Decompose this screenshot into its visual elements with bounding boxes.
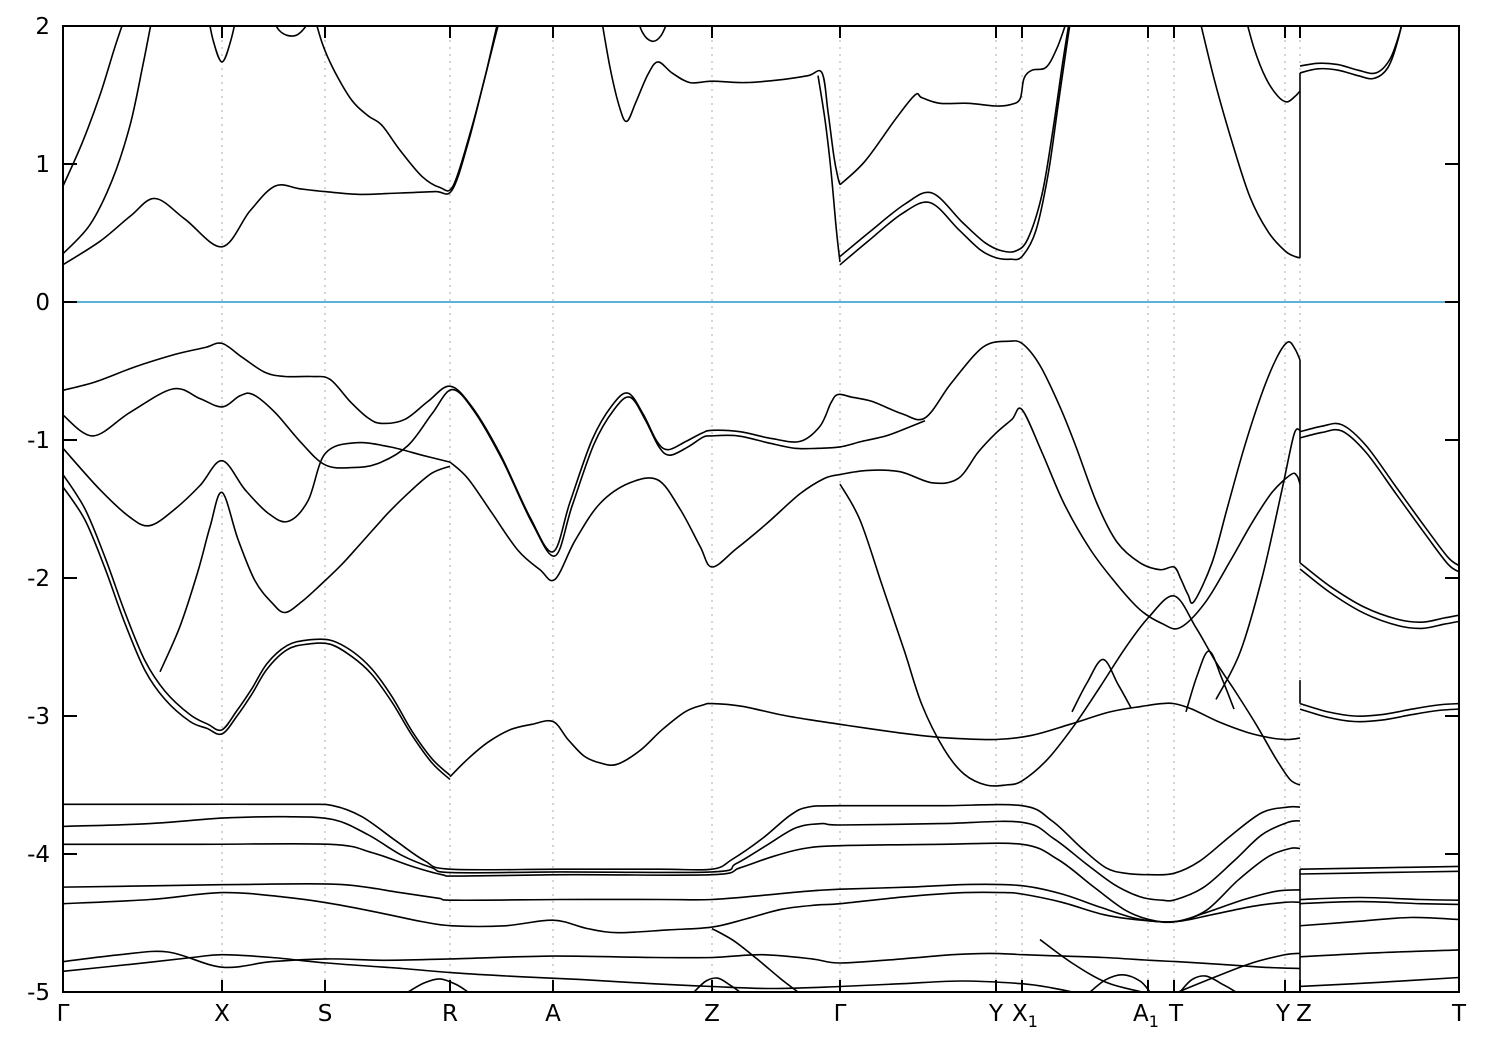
band-curve (1299, 422, 1459, 567)
k-point-label: Y (1275, 1001, 1291, 1027)
band-curve (1177, 952, 1301, 992)
band-curve (839, 483, 1301, 787)
k-point-label: S (318, 1001, 333, 1027)
band-curve (63, 387, 926, 557)
band-curve (1299, 976, 1459, 988)
band-curve (1299, 708, 1459, 723)
band-curve (63, 950, 1301, 970)
band-curve (1299, 562, 1459, 624)
band-curve (1039, 938, 1143, 992)
band-curve (1299, 702, 1459, 717)
k-point-label: X (214, 1001, 230, 1027)
band-curve (275, 26, 308, 37)
y-axis-label: -2 (27, 566, 50, 592)
band-curve (601, 26, 841, 185)
band-curve (1215, 428, 1301, 700)
band-curve (449, 702, 1301, 778)
band-curve (407, 978, 469, 992)
band-curve (1179, 975, 1237, 992)
band-curve (1299, 26, 1403, 80)
band-curve (1299, 428, 1459, 573)
y-axis-label: -3 (27, 704, 50, 730)
k-point-label: Z (704, 1001, 720, 1027)
band-curve (316, 26, 498, 192)
band-curve (63, 26, 123, 187)
band-curve (63, 340, 1301, 604)
band-curve (63, 803, 1301, 876)
k-point-label: T (1451, 1001, 1467, 1027)
band-curve (1299, 568, 1459, 630)
k-point-label: A1 (1133, 1001, 1159, 1031)
k-point-label: Γ (834, 1001, 847, 1027)
plot-frame (62, 25, 1460, 993)
band-curve (63, 891, 1301, 934)
band-curve (63, 842, 1301, 924)
y-axis-label: 1 (35, 152, 50, 178)
band-curve (63, 26, 152, 255)
band-curve (1299, 865, 1459, 870)
band-curve (449, 407, 1301, 630)
band-curve (1299, 916, 1459, 927)
band-curve (839, 26, 1070, 258)
band-curve (1089, 973, 1151, 992)
band-curve (1071, 658, 1132, 713)
band-curve (711, 927, 799, 992)
k-point-label: X1 (1012, 1001, 1038, 1031)
y-axis-label: 2 (35, 14, 50, 40)
band-curve (1299, 870, 1459, 875)
band-curve (839, 26, 1071, 266)
band-curve (63, 26, 499, 266)
k-point-label: Γ (57, 1001, 70, 1027)
k-point-label: R (442, 1001, 458, 1027)
band-curve (159, 465, 451, 673)
k-point-label: T (1168, 1001, 1184, 1027)
y-axis-label: 0 (35, 290, 50, 316)
y-axis-label: -5 (27, 980, 50, 1006)
band-curve (1200, 26, 1301, 259)
band-curve (1185, 650, 1235, 713)
band-curve (817, 75, 841, 263)
band-curve (839, 26, 1066, 186)
k-point-label: Y (988, 1001, 1004, 1027)
y-axis-label: -4 (27, 842, 50, 868)
k-point-label: A (545, 1001, 561, 1027)
band-curve (63, 815, 1301, 902)
k-point-label: Z (1296, 1001, 1312, 1027)
y-axis-label: -1 (27, 428, 50, 454)
band-curve (1299, 900, 1459, 906)
band-curve (1246, 26, 1301, 103)
band-curve (63, 953, 1073, 992)
band-curve (693, 977, 741, 992)
band-curves (63, 26, 1459, 992)
band-curve (63, 474, 451, 776)
band-curve (63, 441, 451, 527)
band-curve (638, 26, 667, 43)
band-curve (1299, 896, 1459, 901)
band-curve (1299, 26, 1403, 75)
band-curve (63, 486, 451, 781)
band-curve (209, 26, 236, 63)
band-curve (1299, 949, 1459, 958)
